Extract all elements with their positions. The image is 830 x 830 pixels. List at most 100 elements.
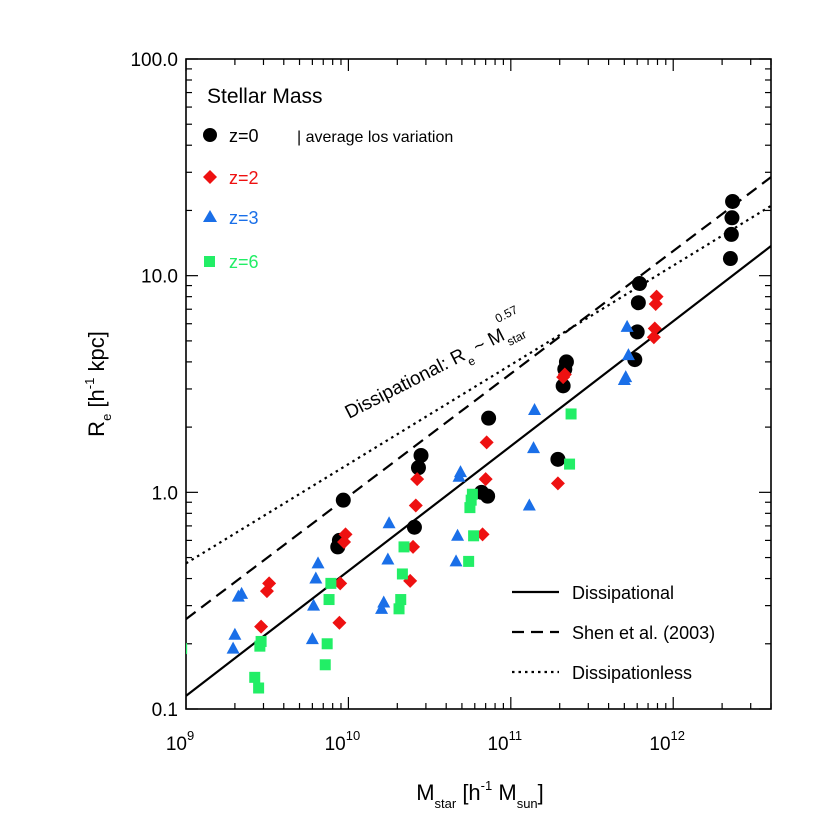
point-z3: [619, 370, 633, 383]
point-z6: [172, 679, 183, 690]
legend-label-dissipationless: Dissipationless: [572, 663, 692, 683]
point-z0: [630, 295, 646, 311]
point-z3: [307, 598, 321, 611]
x-tick-label: 109: [166, 728, 194, 755]
point-z3: [311, 556, 325, 569]
point-z2: [649, 289, 664, 304]
point-z0: [413, 447, 429, 463]
legend-marker-z2: [203, 170, 217, 184]
point-z6: [466, 488, 478, 500]
point-z6: [249, 671, 261, 683]
point-z0: [481, 410, 497, 426]
point-z0: [410, 460, 426, 476]
point-z0: [558, 354, 574, 370]
chart-title: Stellar Mass: [207, 85, 323, 108]
x-tick-labels: 109 1010 1011 1012: [166, 728, 685, 755]
reference-lines: [186, 176, 771, 697]
point-z0: [550, 451, 566, 467]
x-tick-label: 1011: [487, 728, 522, 755]
y-tick-label: 10.0: [141, 267, 178, 288]
legend-label-dissipational: Dissipational: [572, 583, 674, 603]
x-tick-label: 1012: [649, 728, 685, 755]
point-z6: [564, 458, 576, 470]
point-z6: [468, 530, 480, 542]
y-tick-label: 1.0: [152, 483, 178, 504]
point-z3: [453, 465, 467, 478]
point-z2: [406, 539, 421, 554]
data-points: [172, 193, 741, 694]
point-z6: [398, 541, 410, 553]
legend-label-z3: z=3: [229, 208, 259, 228]
point-z0: [724, 210, 740, 226]
point-z3: [226, 641, 240, 654]
point-z6: [565, 408, 577, 420]
point-z3: [522, 498, 536, 511]
legend-label-z0: z=0: [229, 126, 259, 146]
ref-line-solid: [186, 245, 771, 697]
point-z6: [463, 555, 475, 567]
point-z0: [406, 519, 422, 535]
point-z2: [254, 619, 269, 634]
point-z2: [332, 615, 347, 630]
point-z0: [335, 492, 351, 508]
point-z3: [381, 552, 395, 565]
ref-line-dashed: [186, 176, 771, 620]
x-axis-label: Mstar [h-1 Msun]: [416, 778, 544, 811]
legend-label-z6: z=6: [229, 252, 259, 272]
point-z3: [377, 595, 391, 608]
point-z3: [527, 441, 541, 454]
point-z2: [647, 321, 662, 336]
point-z3: [309, 571, 323, 584]
point-z3: [449, 554, 463, 567]
point-z6: [255, 635, 267, 647]
point-z2: [410, 472, 425, 487]
point-z6: [395, 594, 407, 606]
marker-legend: z=0 | average los variation z=2 z=3 z=6: [203, 126, 453, 272]
point-z2: [408, 498, 423, 513]
axis-ticks: [185, 58, 772, 710]
plot-frame: [185, 58, 772, 710]
point-z3: [528, 402, 542, 415]
point-z3: [382, 516, 396, 529]
point-z0: [555, 378, 571, 394]
point-z3: [235, 586, 249, 599]
point-z3: [305, 632, 319, 645]
point-z6: [323, 594, 335, 606]
ref-line-dotted: [186, 204, 771, 565]
point-z3: [228, 627, 242, 640]
point-z6: [321, 638, 333, 650]
y-tick-labels: 0.1 1.0 10.0 100.0: [130, 50, 178, 721]
point-z2: [557, 367, 572, 382]
x-tick-label: 1010: [325, 728, 361, 755]
line-legend: Dissipational Shen et al. (2003) Dissipa…: [512, 583, 715, 683]
point-z2: [479, 435, 494, 450]
point-z2: [262, 576, 277, 591]
point-z2: [333, 576, 348, 591]
point-z2: [646, 330, 661, 345]
legend-marker-z3: [203, 210, 217, 222]
point-z2: [550, 476, 565, 491]
point-z6: [465, 494, 477, 506]
point-z0: [629, 324, 645, 340]
point-z6: [319, 659, 331, 671]
point-z3: [375, 601, 389, 614]
y-tick-label: 0.1: [152, 700, 178, 721]
point-z3: [451, 528, 465, 541]
legend-label-shen: Shen et al. (2003): [572, 623, 715, 643]
point-z3: [620, 319, 634, 332]
point-z6: [325, 577, 337, 589]
legend-marker-z6: [204, 256, 215, 267]
legend-note: | average los variation: [297, 129, 453, 146]
point-z2: [338, 527, 353, 542]
legend-marker-z0: [203, 128, 217, 142]
point-z3: [621, 348, 635, 361]
point-z0: [725, 193, 741, 209]
point-z6: [396, 568, 408, 580]
point-z6: [464, 502, 476, 514]
point-z0: [722, 251, 738, 267]
y-tick-label: 100.0: [130, 50, 178, 71]
legend-label-z2: z=2: [229, 168, 259, 188]
point-z6: [253, 682, 265, 694]
point-z0: [632, 276, 648, 292]
